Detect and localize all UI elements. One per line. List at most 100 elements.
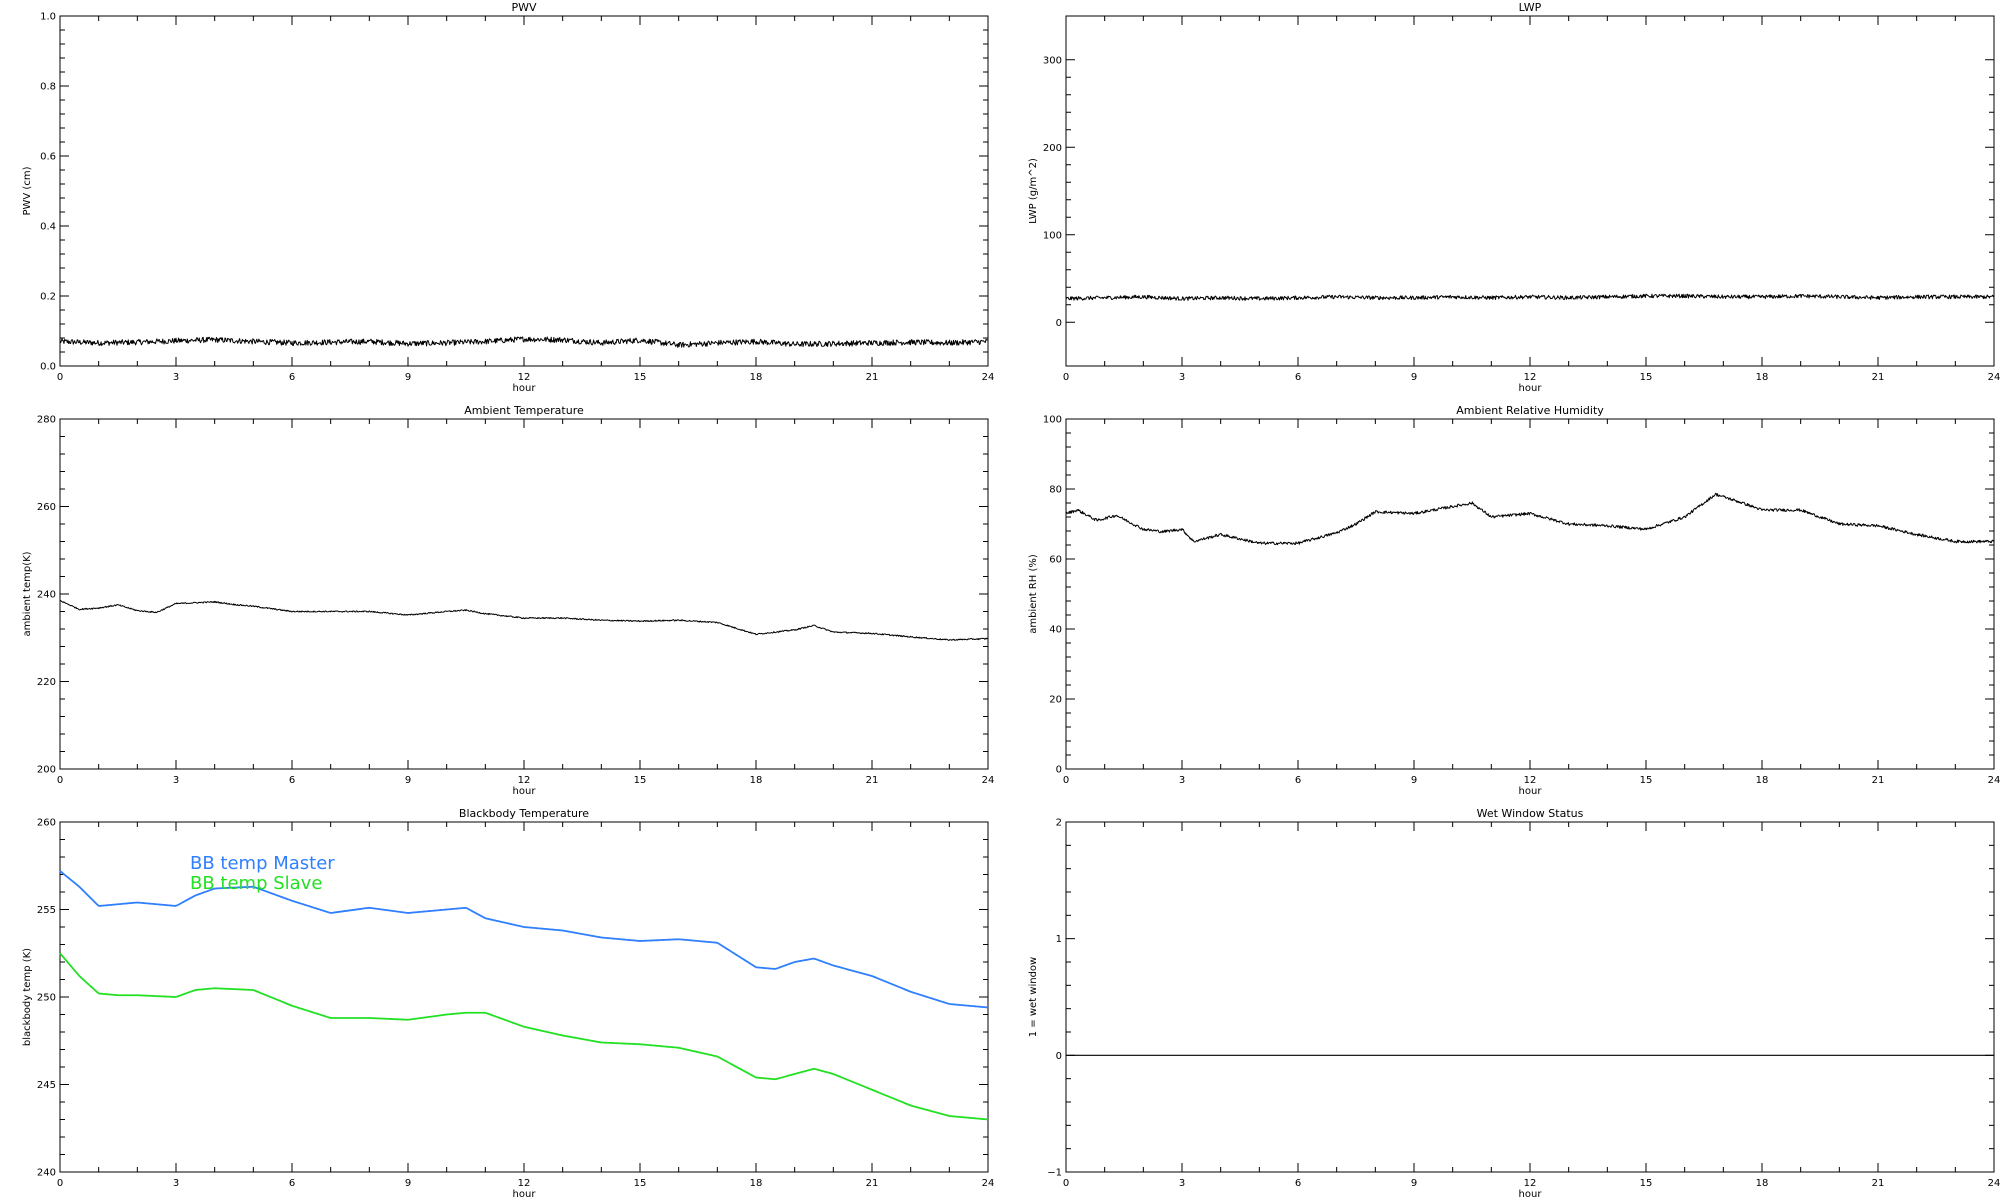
x-axis-label: hour [1519, 383, 1543, 394]
y-tick-label: −1 [1047, 1168, 1062, 1179]
y-tick-label: 300 [1043, 55, 1062, 66]
y-tick-label: 0.6 [40, 152, 56, 163]
x-tick-label: 15 [1640, 1178, 1653, 1189]
data-series-line [59, 952, 989, 1121]
x-tick-label: 0 [57, 775, 63, 786]
pwv-panel: PWV 0 3 6 9 12 15 18 21 24 hour 0.0 0.2 0.4 0.6 0.8 1.0 P… [22, 1, 994, 394]
legend-entry: BB temp Slave [190, 873, 322, 894]
x-tick-label: 21 [1872, 775, 1885, 786]
y-tick-label: 250 [37, 993, 56, 1004]
x-tick-label: 9 [1411, 775, 1417, 786]
y-tick-label: 240 [37, 590, 56, 601]
x-tick-label: 3 [1179, 372, 1185, 383]
chart-title: Ambient Relative Humidity [1456, 404, 1604, 417]
x-tick-label: 0 [57, 1178, 63, 1189]
data-series-line [59, 336, 989, 348]
x-tick-label: 9 [405, 372, 411, 383]
chart-title: Ambient Temperature [464, 404, 584, 417]
y-tick-label: 200 [1043, 143, 1062, 154]
y-tick-label: 1.0 [40, 12, 56, 23]
x-tick-label: 6 [289, 372, 295, 383]
x-tick-label: 6 [289, 1178, 295, 1189]
y-tick-label: 240 [37, 1168, 56, 1179]
x-axis-label: hour [513, 786, 537, 797]
y-axis-label: LWP (g/m^2) [1028, 158, 1039, 224]
x-axis-label: hour [1519, 1189, 1543, 1200]
plot-frame [1065, 418, 1995, 770]
y-tick-label: 280 [37, 415, 56, 426]
x-tick-label: 18 [1756, 775, 1769, 786]
x-tick-label: 24 [1988, 372, 2000, 383]
y-tick-label: 100 [1043, 230, 1062, 241]
chart-title: PWV [511, 1, 537, 14]
data-series-line [1065, 492, 1995, 546]
y-tick-label: 260 [37, 502, 56, 513]
x-tick-label: 9 [405, 1178, 411, 1189]
y-tick-label: 40 [1049, 625, 1062, 636]
x-tick-label: 6 [1295, 775, 1301, 786]
y-tick-label: 0.0 [40, 362, 56, 373]
y-tick-label: 260 [37, 818, 56, 829]
y-tick-label: 0.2 [40, 292, 56, 303]
x-axis-label: hour [513, 383, 537, 394]
x-tick-label: 15 [634, 372, 647, 383]
x-tick-label: 3 [173, 775, 179, 786]
y-axis-label: ambient RH (%) [1028, 554, 1039, 634]
x-tick-label: 12 [1524, 1178, 1537, 1189]
x-tick-label: 21 [866, 372, 879, 383]
y-tick-label: 100 [1043, 415, 1062, 426]
y-tick-label: 200 [37, 765, 56, 776]
x-tick-label: 9 [1411, 1178, 1417, 1189]
x-tick-label: 12 [1524, 775, 1537, 786]
y-tick-label: 80 [1049, 485, 1062, 496]
x-tick-label: 18 [1756, 1178, 1769, 1189]
ambient-temperature-panel: Ambient Temperature 0 3 6 9 12 15 18 21 24 hour 200… [22, 404, 994, 797]
x-tick-label: 6 [1295, 1178, 1301, 1189]
x-tick-label: 3 [173, 372, 179, 383]
x-tick-label: 24 [982, 1178, 995, 1189]
x-tick-label: 12 [518, 372, 531, 383]
x-tick-label: 21 [866, 1178, 879, 1189]
y-tick-label: 20 [1049, 695, 1062, 706]
x-tick-label: 0 [1063, 372, 1069, 383]
x-tick-label: 21 [1872, 372, 1885, 383]
y-tick-label: 60 [1049, 555, 1062, 566]
x-tick-label: 9 [1411, 372, 1417, 383]
x-tick-label: 0 [57, 372, 63, 383]
x-tick-label: 9 [405, 775, 411, 786]
blackbody-temperature-panel: Blackbody Temperature 0 3 6 9 12 15 18 21 24 hour 2… [22, 807, 994, 1200]
x-tick-label: 15 [634, 775, 647, 786]
y-tick-label: 2 [1056, 818, 1062, 829]
data-series-line [59, 870, 989, 1009]
y-axis-label: PWV (cm) [22, 166, 33, 215]
x-tick-label: 3 [1179, 1178, 1185, 1189]
x-axis-label: hour [1519, 786, 1543, 797]
y-tick-label: 220 [37, 677, 56, 688]
x-tick-label: 6 [289, 775, 295, 786]
y-tick-label: 0 [1056, 1051, 1062, 1062]
data-series-line [59, 599, 989, 641]
x-tick-label: 21 [866, 775, 879, 786]
x-axis-label: hour [513, 1189, 537, 1200]
y-axis-label: ambient temp(K) [22, 551, 33, 636]
ambient-humidity-panel: Ambient Relative Humidity 0 3 6 9 12 15 18 21 24 h… [1028, 404, 2000, 797]
y-tick-label: 0.8 [40, 82, 56, 93]
x-tick-label: 24 [982, 775, 995, 786]
x-tick-label: 18 [750, 1178, 763, 1189]
x-tick-label: 0 [1063, 1178, 1069, 1189]
legend-entry: BB temp Master [190, 853, 335, 874]
x-tick-label: 24 [982, 372, 995, 383]
x-tick-label: 0 [1063, 775, 1069, 786]
x-tick-label: 12 [518, 1178, 531, 1189]
y-tick-label: 0.4 [40, 222, 56, 233]
y-tick-label: 0 [1056, 318, 1062, 329]
x-tick-label: 18 [750, 775, 763, 786]
x-tick-label: 15 [634, 1178, 647, 1189]
data-series-line [1065, 293, 1995, 301]
y-axis-label: blackbody temp (K) [22, 948, 33, 1046]
y-tick-label: 255 [37, 905, 56, 916]
x-tick-label: 18 [1756, 372, 1769, 383]
x-tick-label: 15 [1640, 372, 1653, 383]
